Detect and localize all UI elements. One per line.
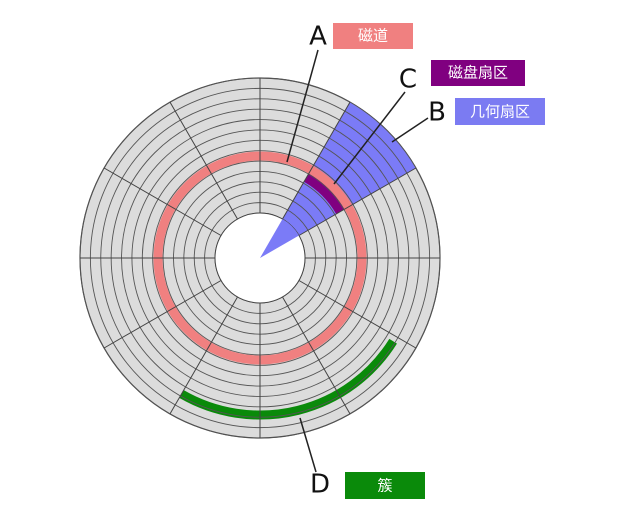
- sector-line: [298, 167, 417, 236]
- pointer-line: [286, 49, 319, 163]
- sector-line: [169, 101, 238, 220]
- sector-line: [282, 101, 351, 220]
- pointer-line: [391, 117, 429, 143]
- disk-platter: [79, 77, 441, 439]
- pointer-line: [299, 417, 317, 473]
- label-box: [431, 60, 525, 86]
- sector-line: [169, 296, 238, 415]
- sector-line: [103, 167, 222, 236]
- cluster: [179, 338, 397, 420]
- sector-line: [298, 280, 417, 349]
- pointer-line: [333, 91, 406, 185]
- label-letter: C: [399, 65, 417, 95]
- geometric-sector-tip: [260, 219, 299, 258]
- sector-line: [282, 296, 351, 415]
- sector-line: [103, 280, 222, 349]
- label-letter: A: [309, 22, 327, 52]
- label-box: [345, 472, 425, 499]
- label-text: 磁道: [358, 27, 388, 45]
- label-box: [333, 23, 413, 49]
- label-text: 簇: [377, 477, 392, 495]
- label-letter: B: [428, 98, 446, 128]
- label-text: 几何扇区: [470, 103, 530, 121]
- label-box: [455, 98, 545, 125]
- label-letter: D: [310, 470, 330, 500]
- disk-sector: [304, 167, 351, 214]
- label-text: 磁盘扇区: [448, 64, 508, 82]
